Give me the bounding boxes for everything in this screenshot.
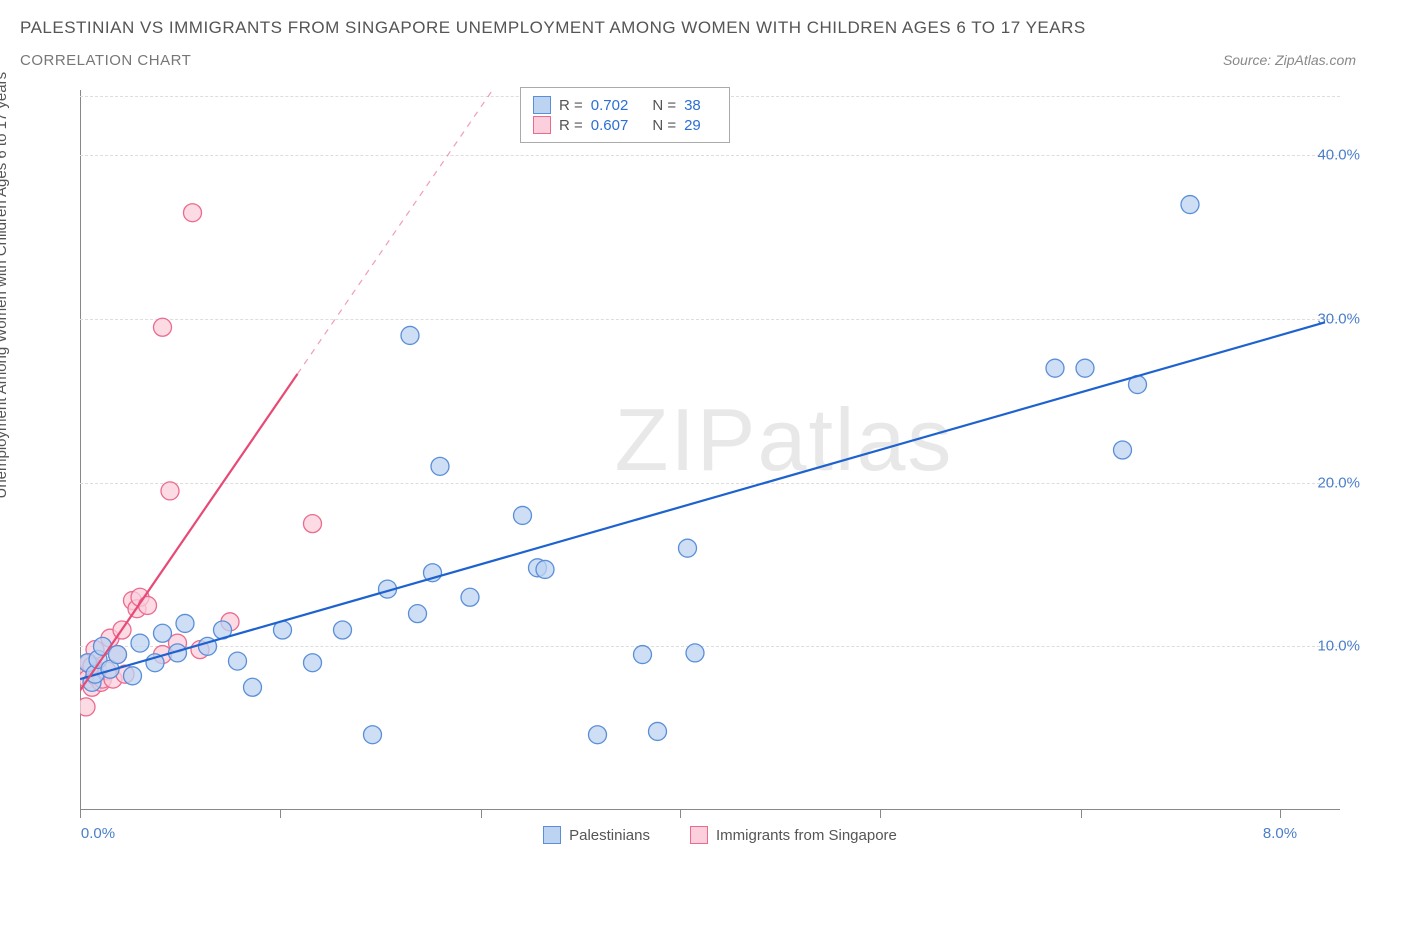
data-point: [244, 678, 262, 696]
data-point: [184, 204, 202, 222]
x-tick: [1081, 810, 1082, 818]
x-tick: [481, 810, 482, 818]
x-tick: [680, 810, 681, 818]
trend-line: [80, 374, 298, 691]
source-label: Source: ZipAtlas.com: [1223, 52, 1386, 68]
swatch-blue: [543, 826, 561, 844]
data-point: [364, 726, 382, 744]
data-point: [679, 539, 697, 557]
data-point: [461, 588, 479, 606]
data-point: [334, 621, 352, 639]
legend-label: Palestinians: [569, 827, 650, 844]
chart-title: PALESTINIAN VS IMMIGRANTS FROM SINGAPORE…: [20, 18, 1386, 38]
scatter-svg: [80, 90, 1360, 810]
data-point: [154, 624, 172, 642]
data-point: [80, 698, 95, 716]
data-point: [124, 667, 142, 685]
data-point: [1076, 359, 1094, 377]
data-point: [176, 614, 194, 632]
trend-line-dashed: [298, 90, 493, 374]
swatch-pink: [690, 826, 708, 844]
data-point: [139, 596, 157, 614]
data-point: [229, 652, 247, 670]
data-point: [109, 646, 127, 664]
data-point: [536, 560, 554, 578]
data-point: [409, 605, 427, 623]
plot-area: ZIPatlas 10.0%20.0%30.0%40.0% 0.0%8.0% R…: [80, 90, 1360, 850]
data-point: [131, 634, 149, 652]
legend-item-singapore: Immigrants from Singapore: [690, 826, 897, 844]
legend-row-singapore: R = 0.607 N = 29: [533, 116, 717, 134]
chart-container: Unemployment Among Women with Children A…: [20, 90, 1386, 890]
x-tick: [1280, 810, 1281, 818]
chart-subtitle: CORRELATION CHART: [20, 52, 191, 69]
data-point: [634, 646, 652, 664]
swatch-pink: [533, 116, 551, 134]
trend-line: [80, 322, 1325, 679]
y-axis-label: Unemployment Among Women with Children A…: [0, 72, 10, 499]
data-point: [514, 506, 532, 524]
data-point: [401, 326, 419, 344]
x-tick: [280, 810, 281, 818]
x-tick: [80, 810, 81, 818]
correlation-legend: R = 0.702 N = 38 R = 0.607 N = 29: [520, 87, 730, 143]
legend-label: Immigrants from Singapore: [716, 827, 897, 844]
data-point: [304, 654, 322, 672]
data-point: [304, 515, 322, 533]
data-point: [431, 457, 449, 475]
legend-row-palestinians: R = 0.702 N = 38: [533, 96, 717, 114]
legend-item-palestinians: Palestinians: [543, 826, 650, 844]
data-point: [589, 726, 607, 744]
data-point: [154, 318, 172, 336]
swatch-blue: [533, 96, 551, 114]
data-point: [1046, 359, 1064, 377]
data-point: [686, 644, 704, 662]
data-point: [1114, 441, 1132, 459]
data-point: [1181, 196, 1199, 214]
series-legend: Palestinians Immigrants from Singapore: [80, 826, 1360, 844]
data-point: [649, 722, 667, 740]
x-tick: [880, 810, 881, 818]
data-point: [161, 482, 179, 500]
